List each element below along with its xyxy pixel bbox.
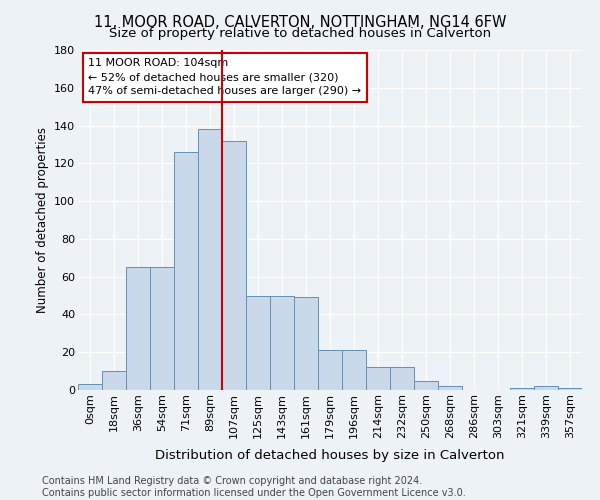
Bar <box>390 368 414 390</box>
Bar <box>414 380 438 390</box>
Bar <box>294 298 318 390</box>
X-axis label: Distribution of detached houses by size in Calverton: Distribution of detached houses by size … <box>155 449 505 462</box>
Bar <box>342 350 366 390</box>
Text: Size of property relative to detached houses in Calverton: Size of property relative to detached ho… <box>109 28 491 40</box>
Bar <box>534 386 558 390</box>
Bar <box>78 384 102 390</box>
Text: 11 MOOR ROAD: 104sqm
← 52% of detached houses are smaller (320)
47% of semi-deta: 11 MOOR ROAD: 104sqm ← 52% of detached h… <box>88 58 361 96</box>
Bar <box>558 388 582 390</box>
Bar <box>222 140 246 390</box>
Bar <box>246 296 270 390</box>
Bar <box>150 267 174 390</box>
Bar <box>438 386 462 390</box>
Bar <box>318 350 342 390</box>
Bar <box>270 296 294 390</box>
Y-axis label: Number of detached properties: Number of detached properties <box>35 127 49 313</box>
Bar <box>198 130 222 390</box>
Bar <box>366 368 390 390</box>
Bar <box>126 267 150 390</box>
Text: Contains HM Land Registry data © Crown copyright and database right 2024.
Contai: Contains HM Land Registry data © Crown c… <box>42 476 466 498</box>
Bar <box>102 371 126 390</box>
Bar <box>174 152 198 390</box>
Bar <box>510 388 534 390</box>
Text: 11, MOOR ROAD, CALVERTON, NOTTINGHAM, NG14 6FW: 11, MOOR ROAD, CALVERTON, NOTTINGHAM, NG… <box>94 15 506 30</box>
